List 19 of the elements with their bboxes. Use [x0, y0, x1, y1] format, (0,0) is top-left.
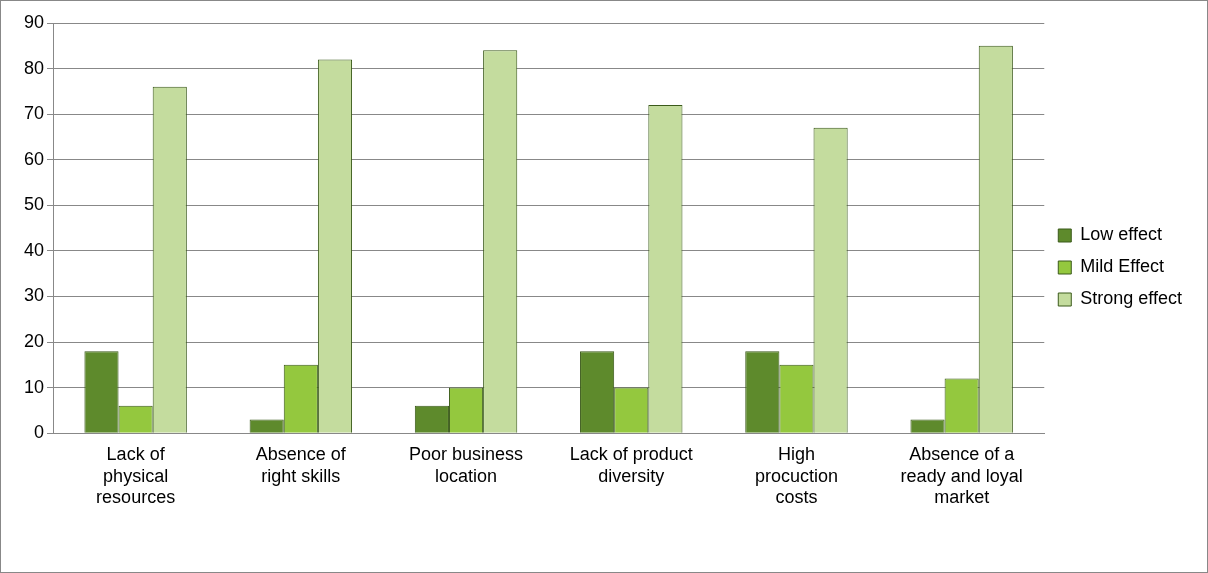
- x-tick-label: Absence of a ready and loyal market: [900, 443, 1023, 508]
- y-tick-label: 0: [34, 422, 45, 443]
- x-tick-label: Absence of right skills: [255, 443, 347, 486]
- y-tick-label: 80: [23, 57, 45, 78]
- x-tick-label: High procuction costs: [754, 443, 838, 508]
- y-tick-label: 90: [23, 11, 45, 32]
- legend-label: Strong effect: [1080, 288, 1182, 309]
- y-tick-label: 20: [23, 331, 45, 352]
- legend-label: Low effect: [1080, 224, 1162, 245]
- legend-label: Mild Effect: [1080, 256, 1164, 277]
- x-tick-label: Lack of physical resources: [96, 443, 176, 508]
- y-tick-label: 40: [23, 239, 45, 260]
- x-tick-label: Poor business location: [409, 443, 524, 486]
- y-tick-label: 60: [23, 148, 45, 169]
- y-tick-label: 50: [23, 194, 45, 215]
- y-tick-label: 70: [23, 103, 45, 124]
- x-tick-label: Lack of product diversity: [569, 443, 693, 486]
- y-tick-label: 30: [23, 285, 45, 306]
- y-tick-label: 10: [23, 376, 45, 397]
